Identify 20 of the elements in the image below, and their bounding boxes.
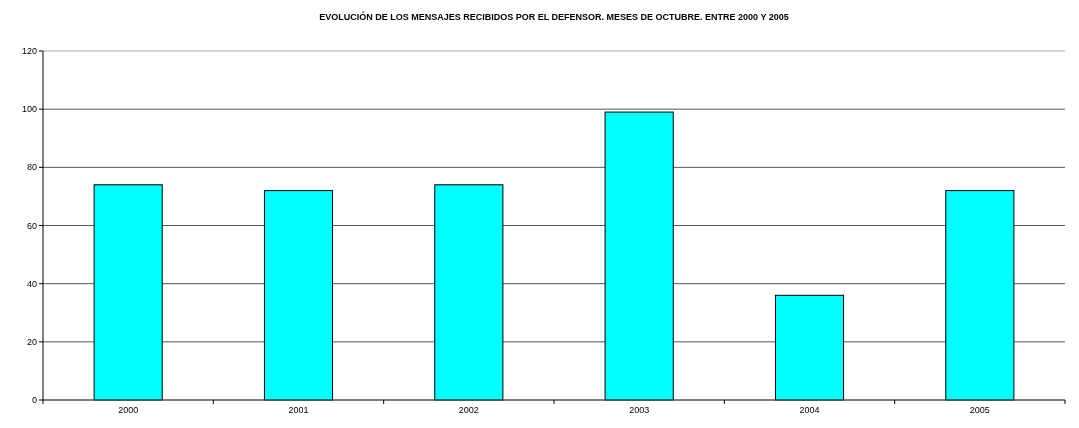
chart-title: EVOLUCIÓN DE LOS MENSAJES RECIBIDOS POR EL DEFENSOR. MESES DE OCTUBRE. ENTRE 2000 Y 2005 <box>319 11 789 22</box>
bar <box>434 184 504 401</box>
x-tick-label: 2002 <box>458 405 479 415</box>
bar <box>945 190 1015 401</box>
bar <box>774 294 845 401</box>
x-tick-label: 2005 <box>969 405 990 415</box>
bar <box>263 190 334 401</box>
y-tick-label: 80 <box>26 162 37 173</box>
y-tick-label: 120 <box>21 46 37 57</box>
y-tick-label: 60 <box>26 220 37 231</box>
x-tick-label: 2004 <box>799 405 820 415</box>
y-tick-label: 0 <box>31 395 37 406</box>
x-tick-label: 2003 <box>629 405 650 415</box>
bar <box>604 111 674 401</box>
x-tick-label: 2000 <box>118 405 139 415</box>
y-tick-label: 40 <box>26 278 37 289</box>
y-tick-label: 20 <box>26 336 37 347</box>
bar <box>93 184 163 401</box>
x-tick-label: 2001 <box>288 405 309 415</box>
y-tick-label: 100 <box>21 104 37 115</box>
